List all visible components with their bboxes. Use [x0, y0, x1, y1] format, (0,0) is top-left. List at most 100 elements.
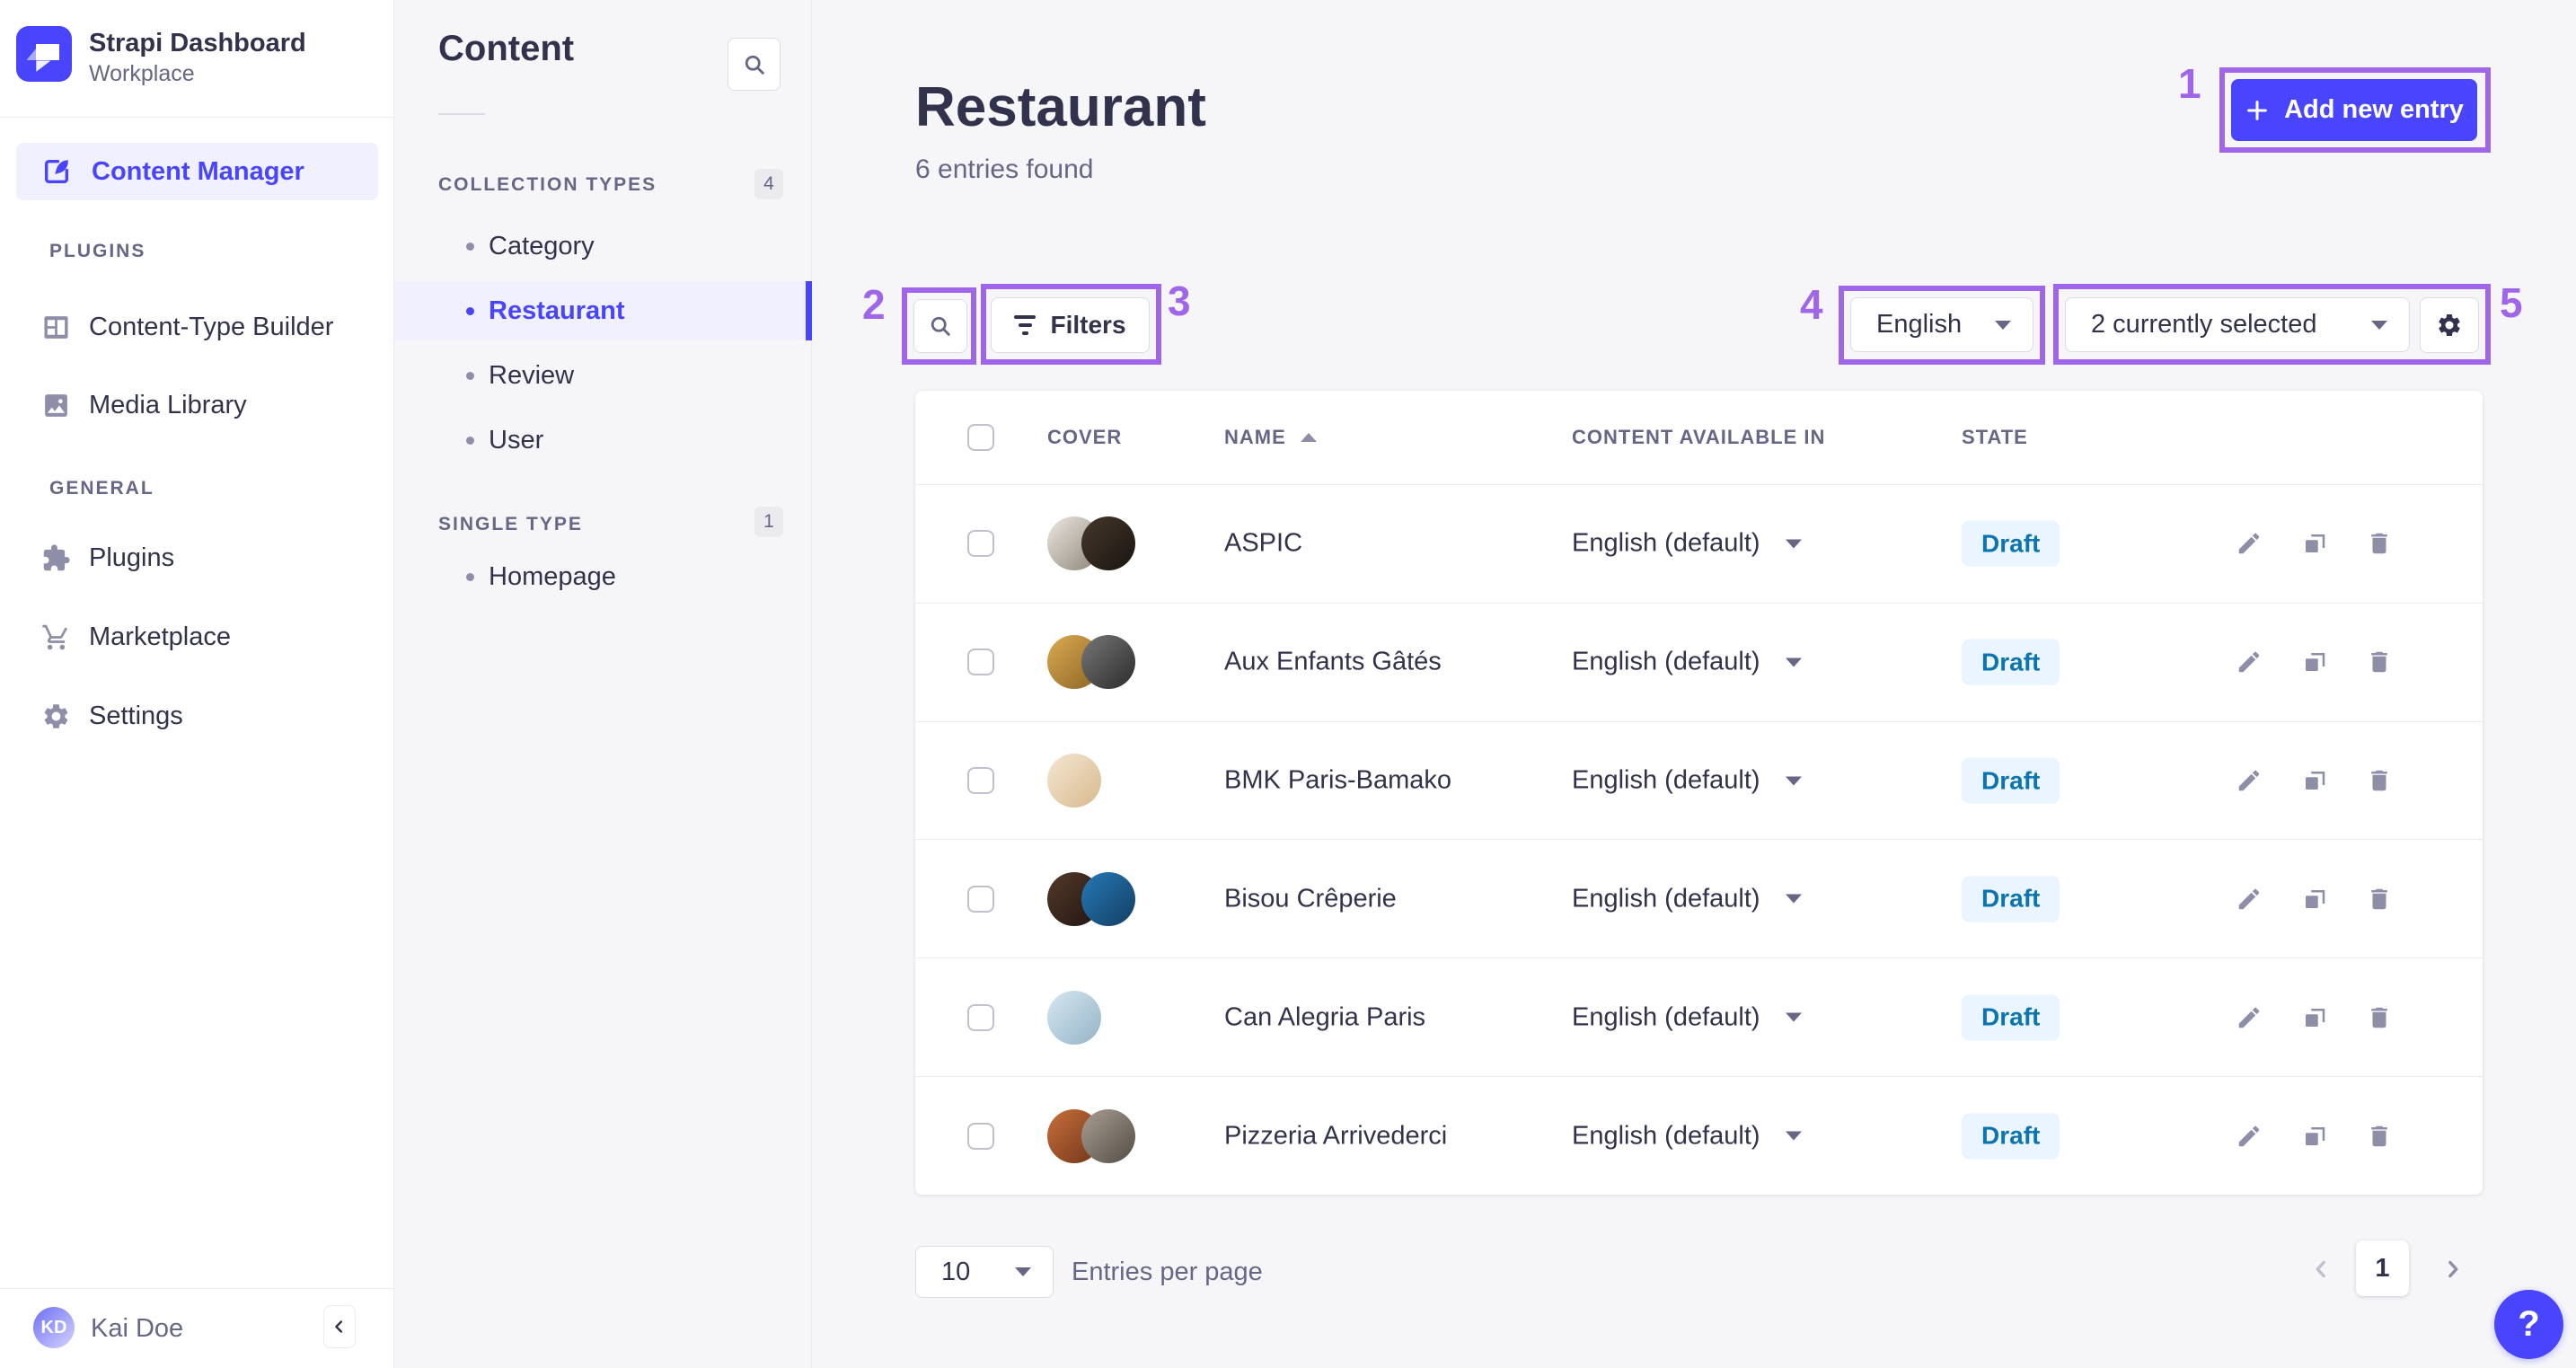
sidebar-item-media-library[interactable]: Media Library — [0, 377, 394, 433]
group-label-single-type: SINGLE TYPE — [438, 514, 583, 534]
edit-button[interactable] — [2229, 1116, 2269, 1156]
duplicate-icon — [2306, 1126, 2325, 1145]
entry-name: BMK Paris-Bamako — [1224, 765, 1452, 795]
row-checkbox[interactable] — [967, 1122, 994, 1150]
table-row[interactable]: ASPIC English (default) Draft — [915, 485, 2483, 604]
subnav-item-review[interactable]: Review — [394, 346, 812, 405]
edit-button[interactable] — [2229, 761, 2269, 800]
locale-cell[interactable]: English (default) — [1572, 648, 1823, 677]
subnav-item-label: Review — [489, 360, 575, 390]
locale-cell[interactable]: English (default) — [1572, 766, 1823, 796]
table-row[interactable]: BMK Paris-Bamako English (default) Draft — [915, 722, 2483, 841]
add-new-entry-button[interactable]: Add new entry — [2231, 79, 2477, 141]
row-checkbox[interactable] — [967, 1003, 994, 1031]
column-header-name[interactable]: NAME — [1224, 426, 1317, 449]
user-name: Kai Doe — [91, 1314, 184, 1343]
view-settings-button[interactable] — [2420, 297, 2479, 353]
cover-thumbnail — [1047, 635, 1135, 690]
main-nav: Strapi Dashboard Workplace Content Manag… — [0, 0, 394, 1368]
fields-select[interactable]: 2 currently selected — [2065, 297, 2410, 352]
search-button[interactable] — [913, 299, 967, 353]
subnav-search-button[interactable] — [728, 38, 781, 91]
table-row[interactable]: Bisou Crêperie English (default) Draft — [915, 840, 2483, 959]
sidebar-item-label: Media Library — [89, 390, 247, 419]
delete-button[interactable] — [2360, 879, 2399, 919]
bullet-icon — [466, 371, 474, 380]
duplicate-button[interactable] — [2295, 879, 2334, 919]
status-badge: Draft — [1962, 1113, 2060, 1160]
table-row[interactable]: Can Alegria Paris English (default) Draf… — [915, 958, 2483, 1078]
help-button[interactable]: ? — [2494, 1290, 2563, 1359]
chevron-down-icon — [2371, 320, 2387, 330]
subnav-item-restaurant[interactable]: Restaurant — [394, 281, 812, 340]
duplicate-button[interactable] — [2295, 1116, 2334, 1156]
delete-button[interactable] — [2360, 642, 2399, 682]
nav-section-general: GENERAL — [49, 478, 154, 499]
sidebar-item-plugins[interactable]: Plugins — [0, 530, 394, 586]
entries-count: 6 entries found — [915, 154, 1094, 184]
chevron-down-icon — [1995, 320, 2011, 330]
row-checkbox[interactable] — [967, 885, 994, 913]
sidebar-item-content-manager[interactable]: Content Manager — [16, 143, 378, 200]
locale-cell[interactable]: English (default) — [1572, 1121, 1823, 1151]
delete-button[interactable] — [2360, 1116, 2399, 1156]
locale-cell[interactable]: English (default) — [1572, 1002, 1823, 1032]
duplicate-icon — [2306, 653, 2325, 672]
edit-button[interactable] — [2229, 524, 2269, 563]
group-label-collection-types: COLLECTION TYPES — [438, 174, 657, 195]
collapse-sidebar-button[interactable] — [323, 1305, 356, 1348]
edit-button[interactable] — [2229, 642, 2269, 682]
duplicate-button[interactable] — [2295, 524, 2334, 563]
subnav-item-homepage[interactable]: Homepage — [394, 547, 812, 606]
table-header-row: COVER NAME CONTENT AVAILABLE IN STATE — [915, 391, 2483, 485]
page-size-select[interactable]: 10 — [915, 1246, 1054, 1298]
cover-avatar-image — [1081, 516, 1135, 571]
row-checkbox[interactable] — [967, 530, 994, 558]
filter-icon — [1014, 315, 1037, 335]
sidebar-item-label: Marketplace — [89, 622, 231, 651]
gear-icon — [2439, 313, 2460, 336]
duplicate-button[interactable] — [2295, 642, 2334, 682]
page-number-button[interactable]: 1 — [2356, 1240, 2409, 1296]
delete-button[interactable] — [2360, 761, 2399, 800]
subnav-item-category[interactable]: Category — [394, 216, 812, 276]
select-all-checkbox[interactable] — [967, 424, 994, 451]
cover-avatar-image — [1047, 754, 1101, 808]
cover-avatar-image — [1081, 635, 1135, 690]
subnav-item-user[interactable]: User — [394, 410, 812, 470]
sidebar-item-settings[interactable]: Settings — [0, 688, 394, 744]
avatar: KD — [33, 1307, 75, 1348]
next-page-button[interactable] — [2433, 1250, 2473, 1290]
row-checkbox[interactable] — [967, 767, 994, 795]
locale-cell[interactable]: English (default) — [1572, 884, 1823, 913]
strapi-logo-icon — [16, 26, 72, 82]
row-checkbox[interactable] — [967, 649, 994, 676]
sidebar-item-content-type-builder[interactable]: Content-Type Builder — [0, 299, 394, 355]
delete-button[interactable] — [2360, 998, 2399, 1037]
sidebar-item-marketplace[interactable]: Marketplace — [0, 609, 394, 665]
workspace-name: Workplace — [89, 61, 195, 86]
pencil-icon — [2238, 888, 2260, 910]
single-type-count-badge: 1 — [754, 507, 783, 537]
edit-button[interactable] — [2229, 998, 2269, 1037]
pencil-icon — [2238, 1007, 2260, 1028]
duplicate-icon — [2306, 1008, 2325, 1027]
table-row[interactable]: Pizzeria Arrivederci English (default) D… — [915, 1077, 2483, 1195]
entry-name: Aux Enfants Gâtés — [1224, 647, 1442, 676]
filters-button[interactable]: Filters — [991, 297, 1150, 353]
table-row[interactable]: Aux Enfants Gâtés English (default) Draf… — [915, 604, 2483, 722]
trash-icon — [2371, 770, 2387, 791]
locale-cell[interactable]: English (default) — [1572, 529, 1823, 559]
locale-select-value: English — [1876, 310, 1963, 339]
delete-button[interactable] — [2360, 524, 2399, 563]
previous-page-button[interactable] — [2301, 1250, 2341, 1290]
sidebar-item-label: Settings — [89, 701, 183, 730]
duplicate-button[interactable] — [2295, 998, 2334, 1037]
status-badge: Draft — [1962, 520, 2060, 567]
edit-button[interactable] — [2229, 879, 2269, 919]
duplicate-button[interactable] — [2295, 761, 2334, 800]
entry-name: ASPIC — [1224, 528, 1303, 558]
locale-select[interactable]: English — [1850, 297, 2033, 352]
layout-icon — [44, 315, 68, 339]
sidebar-item-label: Content-Type Builder — [89, 312, 334, 341]
